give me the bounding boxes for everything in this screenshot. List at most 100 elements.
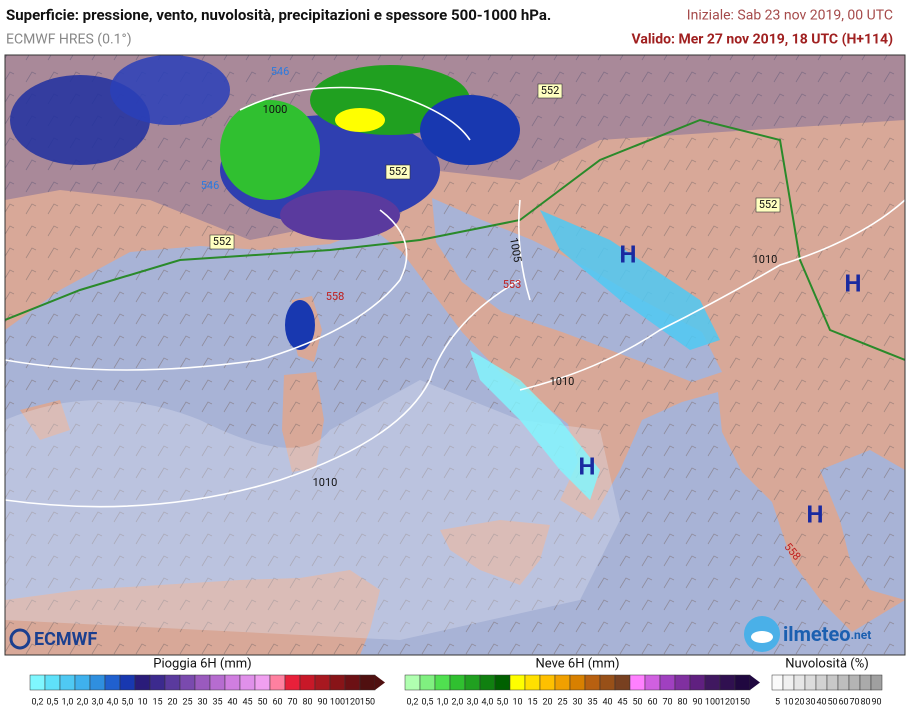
high-pressure: H bbox=[845, 269, 862, 297]
legend-tick: 20 bbox=[167, 697, 177, 707]
legend-tick: 80 bbox=[860, 697, 870, 707]
legend-tick: 10 bbox=[137, 697, 147, 707]
legend-tick: 25 bbox=[557, 697, 567, 707]
legend-tick: 35 bbox=[587, 697, 597, 707]
isoline-label: 1010 bbox=[313, 476, 338, 489]
legend-swatch bbox=[614, 674, 631, 691]
legend-swatch bbox=[269, 674, 286, 691]
isoline-label: 553 bbox=[503, 278, 522, 291]
legend-swatch bbox=[254, 674, 271, 691]
legend-swatch bbox=[674, 674, 691, 691]
legend: Pioggia 6H (mm) 0,2 0,5 1,0 2,0 3,0 4,0 5,0 10 15… bbox=[29, 656, 385, 707]
legend-tick: 120 bbox=[720, 697, 735, 707]
isoline-label: 1010 bbox=[550, 375, 575, 388]
legend-title: Pioggia 6H (mm) bbox=[153, 656, 251, 671]
legend-swatch bbox=[179, 674, 196, 691]
legend-swatch bbox=[644, 674, 661, 691]
snow bbox=[335, 108, 385, 132]
legend-tick: 4,0 bbox=[482, 697, 494, 707]
legend-tick: 80 bbox=[302, 697, 312, 707]
legend-swatch bbox=[239, 674, 256, 691]
high-pressure: H bbox=[807, 500, 824, 528]
legend-swatch bbox=[793, 674, 806, 691]
legend-tick: 15 bbox=[152, 697, 162, 707]
legend-swatch bbox=[815, 674, 828, 691]
legend-tick: 1,0 bbox=[437, 697, 449, 707]
legend-swatch bbox=[89, 674, 106, 691]
snow bbox=[220, 100, 320, 200]
legend-arrow bbox=[750, 675, 760, 690]
legend-swatch bbox=[584, 674, 601, 691]
legend: Neve 6H (mm) 0,2 0,5 1,0 2,0 3,0 4,0 5,0 10 15 20 2… bbox=[404, 656, 760, 707]
isoline-label: 552 bbox=[541, 84, 560, 97]
legend-swatch bbox=[771, 674, 784, 691]
legend-tick: 80 bbox=[677, 697, 687, 707]
legend-tick: 90 bbox=[317, 697, 327, 707]
legend-tick: 10 bbox=[512, 697, 522, 707]
legend-swatch bbox=[509, 674, 526, 691]
legend-swatch bbox=[59, 674, 76, 691]
ecmwf-logo: ECMWF bbox=[9, 628, 97, 650]
legend-arrow bbox=[375, 675, 385, 690]
map-labels: 1000 546 546 552 552 552 552 558 553 1005 1010 1010… bbox=[201, 65, 862, 563]
precip bbox=[280, 190, 400, 240]
isoline-label: 1010 bbox=[753, 253, 778, 266]
label-box bbox=[209, 234, 235, 250]
legend-swatch bbox=[44, 674, 61, 691]
legend-swatch bbox=[299, 674, 316, 691]
legend-tick: 45 bbox=[242, 697, 252, 707]
logo-icon bbox=[9, 628, 31, 650]
legend-tick: 50 bbox=[257, 697, 267, 707]
logo-cloud bbox=[751, 631, 773, 643]
thickness-line bbox=[5, 118, 905, 361]
legend-tick: 20 bbox=[794, 697, 804, 707]
legend-title: Neve 6H (mm) bbox=[536, 656, 620, 671]
legend-swatch bbox=[859, 674, 872, 691]
legend-swatch bbox=[149, 674, 166, 691]
legend-swatch bbox=[659, 674, 676, 691]
legend-tick: 0,2 bbox=[407, 697, 419, 707]
legend-swatch bbox=[404, 674, 421, 691]
legend-swatch bbox=[134, 674, 151, 691]
legend-swatch bbox=[194, 674, 211, 691]
legend-tick: 0,2 bbox=[32, 697, 44, 707]
legend-swatch bbox=[449, 674, 466, 691]
legend-tick: 0,5 bbox=[422, 697, 434, 707]
legend-swatch bbox=[870, 674, 883, 691]
high-pressure: H bbox=[579, 452, 596, 480]
legend-swatch bbox=[419, 674, 436, 691]
legend-tick: 3,0 bbox=[92, 697, 104, 707]
legend-tick: 20 bbox=[542, 697, 552, 707]
legend-tick: 30 bbox=[572, 697, 582, 707]
isoline-label: 1005 bbox=[507, 237, 524, 264]
legend-swatch bbox=[74, 674, 91, 691]
legend-tick: 5,0 bbox=[122, 697, 134, 707]
legend-swatch bbox=[329, 674, 346, 691]
legend-tick: 50 bbox=[827, 697, 837, 707]
legend-swatch bbox=[629, 674, 646, 691]
isobars bbox=[5, 86, 905, 508]
legend-swatch bbox=[539, 674, 556, 691]
legend-title: Nuvolosità (%) bbox=[785, 656, 869, 671]
map bbox=[5, 55, 905, 655]
isoline-label: 552 bbox=[213, 235, 232, 248]
legends: Pioggia 6H (mm)0,2 0,5 1,0 2,0 3,0 4,0 5,0 10 15… bbox=[29, 656, 883, 707]
precip bbox=[420, 95, 520, 165]
legend-swatch bbox=[359, 674, 376, 691]
legend-tick: 150 bbox=[360, 697, 375, 707]
legend-swatch bbox=[569, 674, 586, 691]
legend-tick: 60 bbox=[647, 697, 657, 707]
logo-text: ECMWF bbox=[34, 629, 97, 650]
legend-tick: 2,0 bbox=[452, 697, 464, 707]
isoline-label: 552 bbox=[389, 165, 408, 178]
legend-tick: 90 bbox=[871, 697, 881, 707]
precip bbox=[540, 210, 720, 350]
logo-main: ilmeteo bbox=[783, 622, 851, 646]
legend-swatch bbox=[314, 674, 331, 691]
model: ECMWF HRES (0.1°) bbox=[6, 32, 132, 48]
legend-tick: 120 bbox=[345, 697, 360, 707]
legend-swatch bbox=[164, 674, 181, 691]
legend-tick: 45 bbox=[617, 697, 627, 707]
legend: Nuvolosità (%) 5 10 20 30 40 50 60 70 80 90 bbox=[771, 656, 883, 707]
